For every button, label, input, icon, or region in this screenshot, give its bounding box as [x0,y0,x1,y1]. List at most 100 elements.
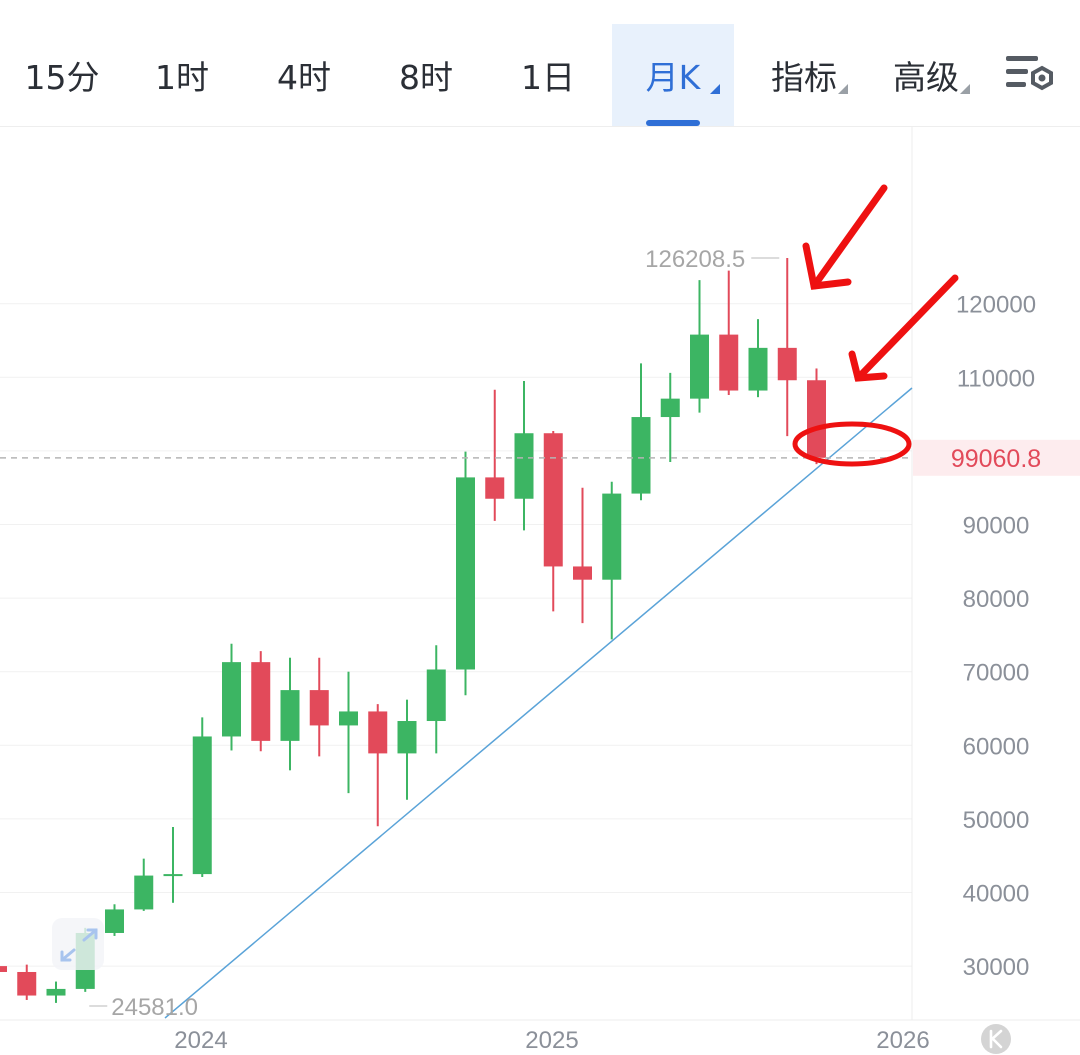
tab-4h[interactable]: 4时 [252,24,356,126]
annotation-arrow-lower [848,274,959,382]
candle[interactable] [485,389,505,521]
tab-1d[interactable]: 1日 [496,24,600,126]
candle[interactable] [368,704,388,827]
timeframe-tabbar: 15分 1时 4时 8时 1日 月K 指标 高级 [0,0,1080,126]
y-tick-label: 30000 [963,954,1030,981]
candle-body [163,874,183,877]
candle[interactable] [631,363,651,501]
candle-body [807,380,826,458]
candle-body [105,909,124,933]
y-tick-label: 70000 [963,660,1030,687]
tab-1h[interactable]: 1时 [130,24,234,126]
tab-label: 1日 [521,58,575,97]
y-tick-label: 110000 [957,365,1035,392]
y-tick-label: 90000 [963,513,1030,540]
tab-label: 8时 [399,58,453,97]
candle-body [192,736,212,875]
candle[interactable] [602,481,622,640]
candle-body [0,966,7,972]
candle[interactable] [456,451,475,696]
candle-body [573,566,592,580]
x-tick-label: 2024 [174,1027,227,1054]
candle[interactable] [280,657,300,771]
candle-body [222,662,241,737]
candle-body [251,662,271,741]
candle-body [426,669,446,722]
current-price-label: 99060.8 [951,445,1041,473]
candle[interactable] [134,858,154,911]
candle-body [748,347,768,391]
x-tick-label: 2026 [876,1027,929,1054]
tab-label: 月K [645,58,701,97]
y-tick-label: 80000 [963,586,1030,613]
y-tick-label: 120000 [956,292,1036,319]
candle[interactable] [0,953,7,977]
candle-body [719,334,739,391]
candle[interactable] [660,372,680,462]
active-tab-indicator [646,120,700,126]
candle[interactable] [690,280,709,413]
tab-label: 指标 [771,58,837,97]
min-price-label: 24581.0 [111,994,198,1021]
candle-body [660,398,680,418]
candle[interactable] [426,645,446,754]
dropdown-triangle-icon [710,84,720,94]
tab-advanced[interactable]: 高级 [874,24,978,126]
y-tick-label: 50000 [963,807,1030,834]
candle-body [456,477,475,670]
annotation-arrow-upper [802,184,888,290]
candle-body [309,690,329,726]
current-price-tag [913,439,1080,476]
candle[interactable] [339,671,358,794]
candle-body [690,334,709,399]
candle[interactable] [105,904,124,936]
candle[interactable] [573,487,592,624]
candle-body [543,433,563,567]
candle[interactable] [719,270,739,395]
dropdown-triangle-icon [838,84,848,94]
candle-body [339,711,358,726]
dropdown-triangle-icon [960,84,970,94]
tab-15min[interactable]: 15分 [10,24,114,126]
candle[interactable] [46,981,66,1003]
x-tick-label: 2025 [525,1027,578,1054]
candle[interactable] [251,651,271,752]
candle[interactable] [309,657,329,757]
candle-body [46,988,66,996]
candle[interactable] [807,368,826,465]
candle-body [602,493,622,580]
max-price-label: 126208.5 [645,246,745,273]
candle[interactable] [777,258,797,437]
candle[interactable] [514,380,534,531]
support-trendline [164,387,913,1019]
chart-settings-icon[interactable] [1004,52,1056,96]
tab-8h[interactable]: 8时 [374,24,478,126]
candlestick-chart[interactable]: 99060.8 30000 40000 50000 60000 70000 80000 90… [0,127,1080,1055]
candle[interactable] [748,319,768,398]
candle-body [368,711,388,754]
tab-indicators[interactable]: 指标 [752,24,856,126]
expand-arrows-icon [60,928,98,962]
candle-body [397,721,417,754]
tabbar-divider [0,126,1080,127]
candle[interactable] [192,717,212,878]
tab-monthly[interactable]: 月K [612,24,734,126]
y-tick-label: 60000 [963,733,1030,760]
candle[interactable] [222,643,241,751]
candle-body [777,347,797,381]
candle-body [17,971,37,996]
expand-chart-button[interactable] [52,918,104,970]
k-logo-icon [981,1024,1011,1054]
y-tick-label: 40000 [963,881,1030,908]
candle-body [514,433,534,499]
candle[interactable] [17,964,37,1000]
tab-label: 15分 [24,58,100,97]
annotation-circle [792,421,912,467]
tab-label: 4时 [277,58,331,97]
tab-label: 1时 [155,58,209,97]
candle-body [485,477,505,499]
candle[interactable] [163,826,183,903]
candle[interactable] [543,431,563,612]
candle[interactable] [397,699,417,800]
tab-label: 高级 [893,58,959,97]
